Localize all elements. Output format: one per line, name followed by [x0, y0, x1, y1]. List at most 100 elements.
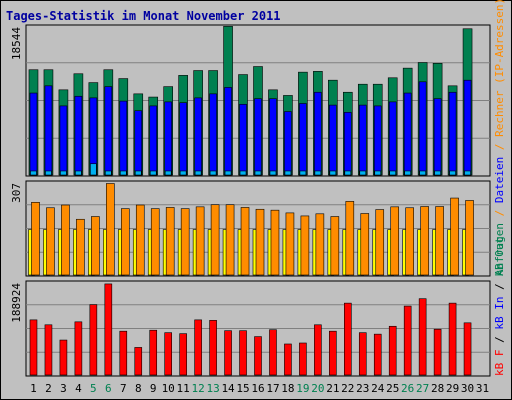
bar-rechner [299, 170, 307, 176]
chart-title: Tages-Statistik im Monat November 2011 [6, 9, 281, 23]
bar-kb-f [194, 319, 202, 376]
legend-part: / [493, 277, 506, 297]
bar-kb-f [403, 305, 412, 376]
bar-dateien [448, 91, 457, 176]
bar-rechner [164, 170, 172, 176]
bar-dateien [344, 112, 352, 176]
bar-rechner-orange [315, 213, 325, 276]
day-label: 30 [461, 382, 474, 395]
bar-rechner-orange [360, 213, 370, 276]
bar-rechner-orange [135, 204, 145, 276]
bar-rechner-orange [420, 206, 429, 276]
bar-rechner [90, 163, 97, 176]
bar-rechner-orange [76, 218, 85, 276]
day-label: 9 [150, 382, 157, 395]
bar-dateien [89, 97, 98, 176]
bar-rechner-orange [300, 215, 310, 276]
bar-rechner-orange [255, 208, 265, 276]
day-label: 23 [356, 382, 369, 395]
bar-kb-f [89, 304, 98, 376]
day-label: 19 [296, 382, 309, 395]
bar-kb-f [448, 302, 457, 376]
day-label: 4 [75, 382, 82, 395]
bar-kb-f [314, 324, 322, 376]
bar-rechner [194, 170, 202, 176]
legend-part: / [493, 330, 506, 350]
bar-dateien [269, 98, 277, 176]
legend-part: / [493, 137, 506, 157]
bar-rechner-orange [330, 216, 340, 276]
bar-rechner-orange [106, 183, 115, 276]
bar-rechner-orange [465, 200, 474, 276]
bar-rechner [209, 170, 217, 176]
day-label: 8 [135, 382, 142, 395]
bar-dateien [329, 104, 337, 176]
day-label: 22 [341, 382, 354, 395]
bar-kb-f [284, 343, 292, 376]
y-max-label-middle: 307 [10, 183, 23, 203]
day-label: 20 [311, 382, 324, 395]
bar-rechner [344, 170, 352, 176]
bar-rechner-orange [450, 197, 459, 276]
bar-dateien [418, 81, 427, 176]
bar-dateien [314, 91, 322, 176]
bar-rechner [464, 170, 471, 176]
bar-kb-f [59, 339, 68, 376]
day-label: 31 [476, 382, 489, 395]
bar-kb-f [388, 325, 397, 376]
bar-dateien [463, 79, 472, 176]
bar-rechner-orange [61, 204, 70, 276]
bar-rechner-orange [120, 208, 130, 276]
bar-kb-f [373, 333, 382, 376]
bar-rechner [239, 170, 247, 176]
bar-rechner-orange [31, 201, 40, 276]
day-label: 18 [281, 382, 294, 395]
bar-dateien [179, 102, 187, 176]
bar-rechner [75, 170, 82, 176]
day-label: 2 [45, 382, 52, 395]
bar-kb-f [329, 330, 337, 376]
bar-rechner [314, 170, 322, 176]
bar-kb-f [134, 347, 143, 376]
bar-kb-f [254, 336, 262, 376]
bar-dateien [433, 98, 442, 176]
bar-dateien [403, 92, 412, 176]
bar-rechner [434, 170, 441, 176]
bar-rechner-orange [150, 208, 160, 276]
bar-rechner [60, 170, 67, 176]
bar-rechner-orange [195, 206, 205, 276]
bar-kb-f [299, 342, 307, 376]
bar-dateien [164, 101, 172, 176]
bar-rechner [119, 170, 127, 176]
day-label: 10 [162, 382, 175, 395]
bar-kb-f [239, 330, 247, 376]
bar-dateien [388, 101, 397, 176]
bar-rechner [269, 170, 277, 176]
bar-rechner-orange [180, 208, 190, 276]
day-label: 7 [120, 382, 127, 395]
bar-rechner-orange [225, 204, 235, 276]
day-label: 14 [221, 382, 235, 395]
day-label: 29 [446, 382, 459, 395]
bar-rechner-orange [210, 204, 220, 276]
bar-rechner [389, 170, 397, 176]
legend-part: Dateien [493, 157, 506, 203]
bar-rechner [329, 170, 337, 176]
bar-dateien [209, 93, 217, 176]
bar-dateien [119, 100, 128, 176]
day-label: 15 [236, 382, 249, 395]
bar-rechner-orange [46, 207, 55, 276]
day-label: 28 [431, 382, 444, 395]
bar-dateien [239, 103, 247, 176]
day-label: 6 [105, 382, 112, 395]
day-label: 21 [326, 382, 339, 395]
day-label: 3 [60, 382, 67, 395]
bar-rechner [359, 170, 367, 176]
bar-dateien [59, 105, 68, 176]
bar-dateien [254, 98, 262, 176]
bar-kb-f [44, 324, 53, 376]
bar-kb-f [433, 328, 442, 376]
bar-dateien [74, 95, 83, 176]
bar-kb-f [269, 329, 277, 376]
